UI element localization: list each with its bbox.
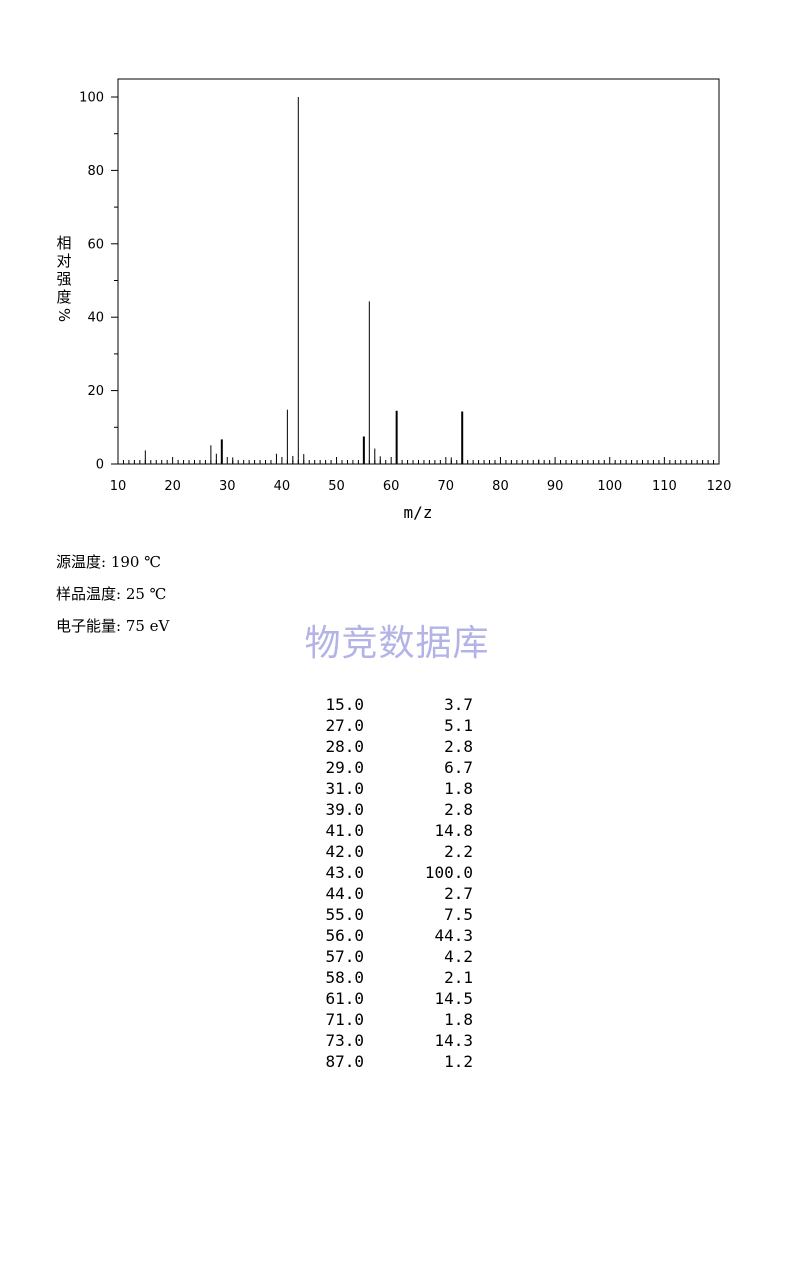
electron-energy: 电子能量: 75 eV [56,617,170,635]
peak-abundance: 1.8 [444,1010,473,1029]
y-axis-label-char: 相 [56,234,72,252]
x-tick-label: 80 [492,479,509,494]
x-tick-label: 70 [438,479,455,494]
x-tick-label: 30 [219,479,236,494]
peak-abundance: 1.2 [444,1052,473,1071]
peak-mz: 41.0 [325,821,364,840]
peak-table: 15.0 3.7 27.0 5.1 28.0 2.8 29.0 6.7 31.0 1.8 39.0 2… [300,694,480,1072]
x-axis-label: m/z [404,503,433,522]
y-axis-label-char: 度 [56,288,72,306]
peak-mz: 31.0 [325,779,364,798]
peak-abundance: 2.2 [444,842,473,861]
y-tick-label: 80 [87,164,104,179]
sample-temperature: 样品温度: 25 ℃ [56,585,167,603]
peak-mz: 29.0 [325,758,364,777]
table-row: 15.0 3.7 [300,694,480,715]
peak-abundance: 2.1 [444,968,473,987]
peak-mz: 27.0 [325,716,364,735]
x-tick-label: 90 [547,479,564,494]
x-tick-label: 10 [110,479,127,494]
x-tick-label: 50 [328,479,345,494]
table-row: 28.0 2.8 [300,736,480,757]
peak-abundance: 2.7 [444,884,473,903]
y-axis-label-char: 对 [56,252,72,270]
peak-mz: 43.0 [325,863,364,882]
table-row: 31.0 1.8 [300,778,480,799]
peak-mz: 28.0 [325,737,364,756]
x-tick-label: 60 [383,479,400,494]
peak-abundance: 2.8 [444,800,473,819]
peak-mz: 44.0 [325,884,364,903]
peak-abundance: 6.7 [444,758,473,777]
table-row: 57.0 4.2 [300,946,480,967]
peak-mz: 55.0 [325,905,364,924]
y-tick-label: 100 [79,91,104,106]
plot-frame [117,78,720,465]
peak-abundance: 4.2 [444,947,473,966]
table-row: 58.0 2.1 [300,967,480,988]
spectrum-peaks [144,97,540,464]
peak-mz: 58.0 [325,968,364,987]
peak-abundance: 1.8 [444,779,473,798]
peak-abundance: 3.7 [444,695,473,714]
table-row: 56.0 44.3 [300,925,480,946]
peak-mz: 61.0 [325,989,364,1008]
peak-mz: 56.0 [325,926,364,945]
watermark: 物竞数据库 [304,623,490,664]
peak-abundance: 5.1 [444,716,473,735]
y-tick-label: 40 [87,311,104,326]
table-row: 73.0 14.3 [300,1030,480,1051]
y-axis-unit: % [55,307,73,323]
peak-abundance: 44.3 [434,926,473,945]
table-row: 27.0 5.1 [300,715,480,736]
table-row: 39.0 2.8 [300,799,480,820]
peak-mz: 73.0 [325,1031,364,1050]
mass-spectrum-chart: 10 20 30 40 50 60 70 80 90 100 110 120 0 20 40 60 80 100… [79,78,732,522]
peak-mz: 15.0 [325,695,364,714]
table-row: 71.0 1.8 [300,1009,480,1030]
peak-mz: 39.0 [325,800,364,819]
x-tick-label: 100 [597,479,622,494]
table-row: 42.0 2.2 [300,841,480,862]
y-axis-label-char: 强 [56,270,72,288]
table-row: 44.0 2.7 [300,883,480,904]
peak-abundance: 14.8 [434,821,473,840]
x-axis: 10 20 30 40 50 60 70 80 90 100 110 120 [110,457,732,494]
table-row: 29.0 6.7 [300,757,480,778]
y-tick-label: 20 [87,384,104,399]
peak-mz: 42.0 [325,842,364,861]
x-tick-label: 120 [707,479,732,494]
peak-abundance: 7.5 [444,905,473,924]
peak-mz: 87.0 [325,1052,364,1071]
y-tick-label: 60 [87,237,104,252]
y-axis-label: 相 对 强 度 % [54,234,74,324]
peak-abundance: 100.0 [424,863,473,882]
table-row: 61.0 14.5 [300,988,480,1009]
y-axis: 0 20 40 60 80 100 [79,91,118,473]
x-tick-label: 110 [652,479,677,494]
source-temperature: 源温度: 190 ℃ [56,553,162,571]
peak-abundance: 2.8 [444,737,473,756]
table-row: 87.0 1.2 [300,1051,480,1072]
peak-abundance: 14.3 [434,1031,473,1050]
peak-mz: 57.0 [325,947,364,966]
table-row: 43.0 100.0 [300,862,480,883]
peak-abundance: 14.5 [434,989,473,1008]
table-row: 41.0 14.8 [300,820,480,841]
x-tick-label: 20 [164,479,181,494]
table-row: 55.0 7.5 [300,904,480,925]
x-tick-label: 40 [274,479,291,494]
y-tick-label: 0 [96,458,104,473]
peak-mz: 71.0 [325,1010,364,1029]
